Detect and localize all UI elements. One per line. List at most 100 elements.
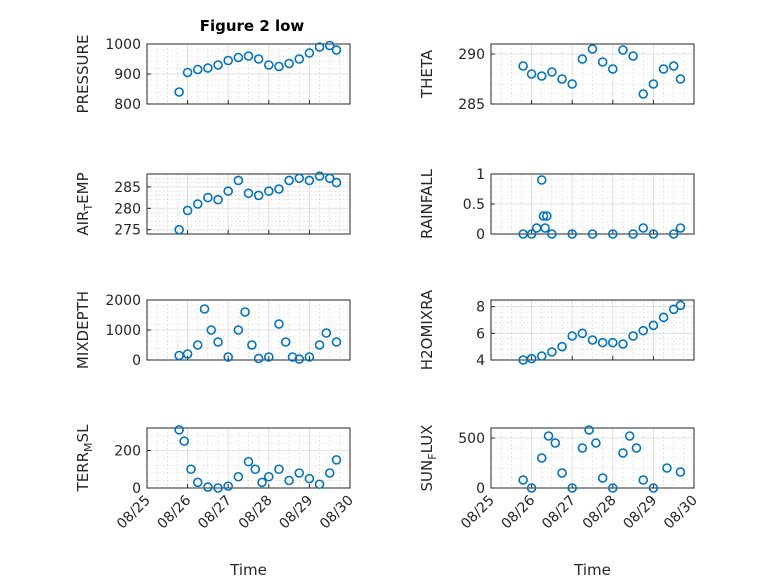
data-point	[567, 331, 578, 341]
data-point	[223, 186, 233, 196]
x-tick-label: 08/28	[580, 493, 620, 533]
data-point	[324, 173, 335, 184]
x-tick-label: 08/30	[661, 493, 701, 533]
data-point	[243, 456, 254, 467]
data-point	[547, 67, 557, 77]
data-point	[331, 455, 342, 465]
subplot-pressure: 800 900 1000 PRESSURE	[74, 35, 351, 114]
data-point	[206, 325, 217, 335]
data-point	[607, 483, 618, 493]
y-axis-label-main: SUN	[418, 460, 436, 492]
data-point	[233, 325, 244, 335]
data-point	[567, 79, 578, 89]
data-point	[233, 52, 244, 63]
data-point	[638, 89, 649, 99]
data-point	[526, 229, 537, 239]
data-point	[526, 353, 537, 364]
data-point	[284, 58, 294, 69]
data-point	[638, 475, 649, 485]
x-tick-label: 08/26	[155, 492, 195, 532]
data-point	[192, 340, 203, 350]
y-axis-label-rest: SL	[74, 424, 92, 443]
data-point	[577, 443, 588, 453]
data-point	[628, 331, 638, 341]
data-point	[174, 425, 184, 435]
data-point	[294, 468, 305, 478]
data-point	[321, 328, 332, 338]
y-axis-label: AIRTEMP	[74, 172, 95, 235]
x-tick-label: 08/27	[195, 493, 235, 533]
data-point	[253, 54, 264, 64]
data-point	[536, 453, 547, 463]
data-point	[294, 173, 305, 184]
data-point	[263, 471, 274, 482]
data-point	[253, 190, 264, 201]
y-tick-label: 0	[476, 481, 485, 497]
y-axis-label-main: TERR	[74, 452, 92, 493]
data-point	[324, 468, 335, 478]
data-point	[638, 325, 649, 336]
data-point	[618, 45, 628, 55]
x-tick-label: 08/25	[114, 493, 154, 533]
y-axis-label-main: AIR	[74, 211, 92, 236]
data-point	[648, 483, 659, 493]
data-point	[547, 347, 557, 357]
x-tick-label: 08/25	[458, 493, 498, 533]
data-point	[587, 44, 598, 54]
data-point	[668, 304, 679, 315]
data-point	[213, 60, 223, 70]
y-tick-label: 275	[114, 223, 141, 239]
subplot-h2omixra: 4 6 8 H2OMIXRA	[418, 289, 695, 370]
y-tick-label: 500	[458, 431, 485, 447]
axes-frame	[490, 299, 695, 361]
subplot-sun: 0 500 SUNFLUX 08/25 08/26 08/27 08/28 08/29 08/3…	[418, 425, 701, 579]
data-point	[584, 425, 594, 435]
y-axis-label-main: PRESSURE	[74, 35, 92, 114]
data-point	[233, 471, 244, 482]
subplot-terr: 0 200 TERRMSL 08/25 08/26 08/27 08/28 08/29 08/3…	[74, 424, 357, 579]
data-point	[631, 443, 642, 453]
data-point	[675, 300, 686, 311]
data-point	[304, 175, 315, 186]
data-point	[274, 464, 284, 475]
data-point	[540, 223, 550, 233]
data-point	[223, 352, 233, 362]
y-tick-label: 900	[114, 67, 141, 83]
x-axis-label: Time	[573, 561, 611, 579]
data-point	[182, 67, 193, 78]
x-tick-label: 08/30	[317, 493, 357, 533]
data-point	[518, 61, 528, 71]
y-tick-label: 290	[458, 47, 485, 63]
data-point	[243, 188, 254, 199]
data-point	[543, 431, 554, 441]
data-point	[174, 87, 184, 97]
y-axis-label-subscript: F	[426, 453, 439, 459]
data-point	[192, 477, 203, 488]
data-point	[304, 48, 315, 58]
y-tick-label: 6	[476, 326, 485, 342]
data-point	[192, 199, 203, 209]
data-point	[607, 64, 618, 74]
y-axis-label-main: THETA	[418, 49, 436, 99]
y-axis-label-subscript: T	[82, 204, 95, 212]
y-axis-label-main: H2OMIXRA	[418, 289, 436, 370]
axes-frame	[146, 427, 351, 489]
subplot-theta: 285 290 THETA	[418, 43, 695, 113]
data-point	[518, 475, 528, 485]
x-tick-label: 08/27	[539, 493, 579, 533]
y-axis-label: THETA	[418, 49, 436, 99]
y-tick-label: 8	[476, 300, 485, 316]
data-point	[257, 477, 267, 488]
data-point	[294, 354, 305, 364]
figure-title: Figure 2 low	[200, 17, 305, 35]
y-tick-label: 1000	[105, 37, 141, 53]
data-point	[526, 483, 537, 493]
data-point	[213, 337, 223, 347]
data-point	[648, 229, 659, 239]
data-point	[304, 352, 315, 362]
data-point	[624, 431, 635, 441]
data-point	[628, 51, 638, 61]
y-tick-label: 1	[476, 167, 485, 183]
data-point	[542, 211, 552, 221]
